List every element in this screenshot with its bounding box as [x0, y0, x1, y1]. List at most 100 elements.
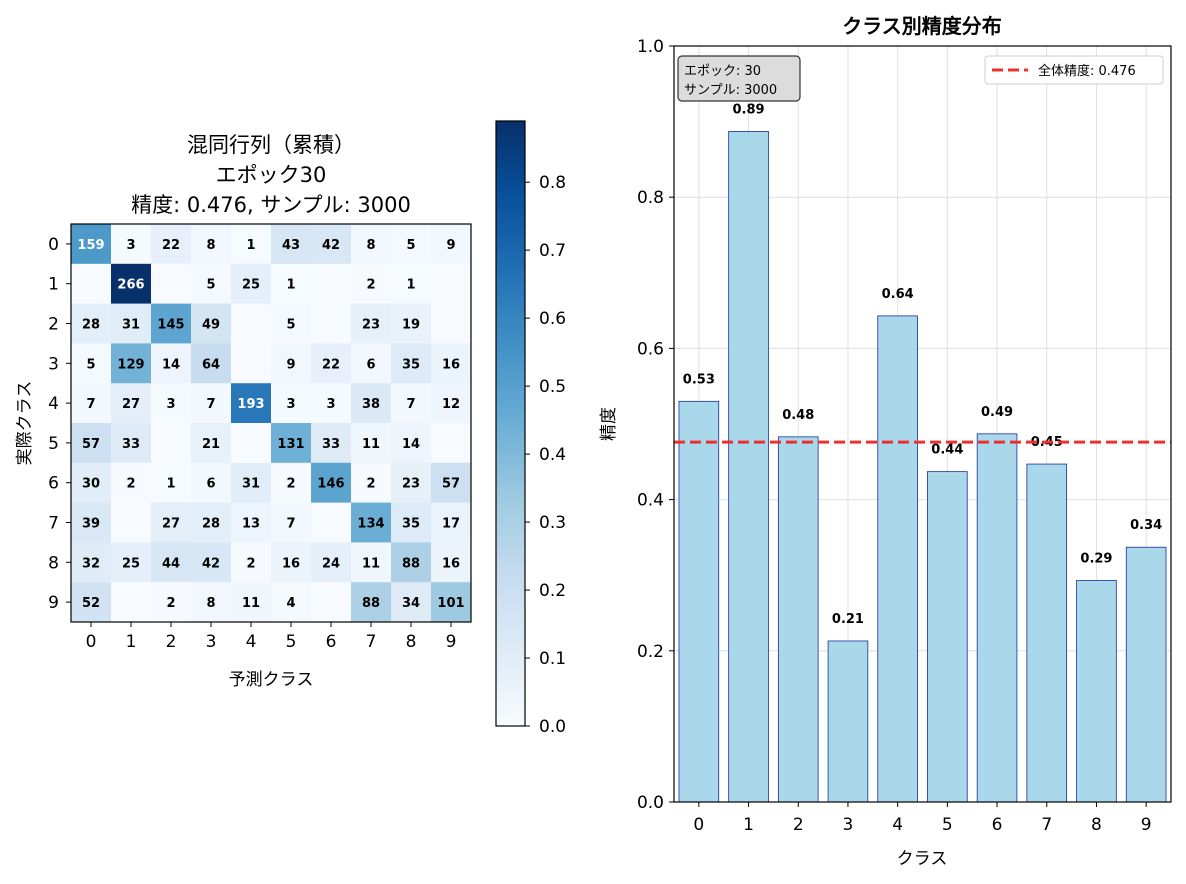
heatmap-cell	[231, 423, 272, 464]
heatmap-cell-label: 5	[86, 357, 95, 372]
heatmap-cell	[151, 462, 192, 504]
heatmap-cell	[111, 462, 152, 504]
heatmap-cell-label: 5	[206, 278, 215, 293]
heatmap-x-tick-label: 4	[246, 632, 257, 652]
heatmap-cell	[111, 303, 152, 344]
bar-y-tick-label: 0.4	[637, 491, 664, 511]
bar-x-tick-label: 4	[892, 815, 903, 835]
heatmap-cell-label: 7	[406, 397, 415, 412]
heatmap-cells	[71, 224, 472, 623]
heatmap-cell-label: 266	[117, 278, 144, 293]
legend: 全体精度: 0.476	[984, 55, 1164, 85]
heatmap-cell	[351, 263, 392, 305]
bar-y-tick-label: 0.8	[637, 188, 664, 208]
bar-value-label: 0.44	[931, 443, 963, 458]
epoch-annotation-box: エポック: 30 サンプル: 3000	[677, 55, 801, 102]
heatmap-cell-label: 38	[362, 397, 380, 412]
heatmap-y-ticks: 0 1 2 3 4 5 6 7 8 9	[48, 235, 71, 613]
heatmap-cell	[351, 502, 392, 543]
heatmap-x-tick-label: 1	[126, 632, 137, 652]
heatmap-cell-label: 88	[362, 596, 380, 611]
heatmap-cell	[191, 502, 232, 543]
heatmap-cell-label: 31	[242, 477, 260, 492]
annotation-samples: サンプル: 3000	[684, 83, 777, 98]
bar-x-tick-label: 8	[1091, 815, 1102, 835]
heatmap-cell	[351, 462, 392, 504]
heatmap-cell-label: 7	[206, 397, 215, 412]
heatmap-cell	[151, 224, 192, 265]
heatmap-x-tick-label: 2	[166, 632, 177, 652]
heatmap-cell-label: 27	[162, 517, 180, 532]
heatmap-y-tick-label: 1	[48, 275, 59, 295]
heatmap-cell	[431, 303, 472, 344]
heatmap-cell-label: 1	[246, 238, 255, 253]
heatmap-cell-label: 25	[242, 278, 260, 293]
bar-x-tick-label: 1	[743, 815, 754, 835]
heatmap-x-tick-label: 7	[366, 632, 377, 652]
heatmap-cell	[431, 502, 472, 543]
heatmap-cell	[191, 582, 232, 623]
heatmap-title-line-3: 精度: 0.476, サンプル: 3000	[131, 193, 411, 217]
heatmap-cell-label: 57	[82, 437, 100, 452]
heatmap-cell	[71, 502, 112, 543]
heatmap-cell	[231, 263, 272, 305]
heatmap-cell-label: 28	[202, 517, 220, 532]
heatmap-cell-label: 1	[406, 278, 415, 293]
heatmap-cell	[71, 224, 112, 265]
heatmap-y-axis-label: 実際クラス	[15, 381, 35, 466]
heatmap-cell	[271, 224, 312, 265]
heatmap-cell-label: 30	[82, 477, 100, 492]
heatmap-cell	[71, 462, 112, 504]
heatmap-cell-label: 9	[286, 357, 295, 372]
colorbar-tick-label: 0.5	[539, 377, 566, 397]
bar-chart-x-axis-label: クラス	[897, 849, 948, 869]
heatmap-cell	[311, 343, 352, 384]
heatmap-cell	[151, 423, 192, 464]
heatmap-cell	[111, 263, 152, 305]
heatmap-cell-label: 49	[202, 318, 220, 333]
bar	[1026, 463, 1068, 803]
heatmap-cell-label: 34	[402, 596, 420, 611]
heatmap-cell	[311, 383, 352, 424]
heatmap-cell	[391, 423, 432, 464]
heatmap-cell	[111, 502, 152, 543]
bar-value-label: 0.21	[832, 612, 864, 627]
heatmap-cell-label: 52	[82, 596, 100, 611]
bar-value-label: 0.34	[1130, 518, 1162, 533]
heatmap-y-tick-label: 4	[48, 394, 59, 414]
heatmap-cell-label: 145	[157, 318, 184, 333]
heatmap-cell-label: 3	[126, 238, 135, 253]
colorbar-tick-label: 0.2	[539, 581, 566, 601]
bar-chart-y-ticks: 0.0 0.2 0.4 0.6 0.8 1.0	[637, 37, 674, 813]
heatmap-y-tick-label: 3	[48, 354, 59, 374]
confusion-matrix-panel: 混同行列（累積） エポック30 精度: 0.476, サンプル: 3000 15…	[15, 133, 472, 690]
heatmap-cell	[271, 383, 312, 424]
annotation-background	[677, 55, 801, 102]
heatmap-frame	[70, 223, 472, 623]
heatmap-cell	[231, 224, 272, 265]
bar-y-tick-label: 1.0	[637, 37, 664, 57]
heatmap-cell-label: 24	[322, 556, 340, 571]
heatmap-cell	[151, 542, 192, 583]
bar-value-label: 0.49	[981, 405, 1013, 420]
heatmap-cell	[311, 423, 352, 464]
bar	[976, 433, 1018, 803]
heatmap-cell	[191, 263, 232, 305]
heatmap-cell	[271, 343, 312, 384]
heatmap-cell-label: 88	[402, 556, 420, 571]
heatmap-cell-label: 6	[366, 357, 375, 372]
bar-chart-value-labels: 0.530.890.480.210.640.440.490.450.290.34	[683, 102, 1162, 627]
heatmap-y-tick-label: 5	[48, 434, 59, 454]
bar-x-tick-label: 5	[942, 815, 953, 835]
colorbar-tick-label: 0.1	[539, 649, 566, 669]
heatmap-x-tick-label: 5	[286, 632, 297, 652]
colorbar-tick-label: 0.0	[539, 717, 566, 737]
heatmap-cell	[111, 542, 152, 583]
heatmap-cell-label: 42	[202, 556, 220, 571]
heatmap-cell-label: 35	[402, 357, 420, 372]
heatmap-cell	[311, 542, 352, 583]
heatmap-y-tick-label: 7	[48, 514, 59, 534]
heatmap-title-line-2: エポック30	[216, 163, 327, 187]
bar-x-tick-label: 2	[793, 815, 804, 835]
heatmap-cell-label: 22	[162, 238, 180, 253]
